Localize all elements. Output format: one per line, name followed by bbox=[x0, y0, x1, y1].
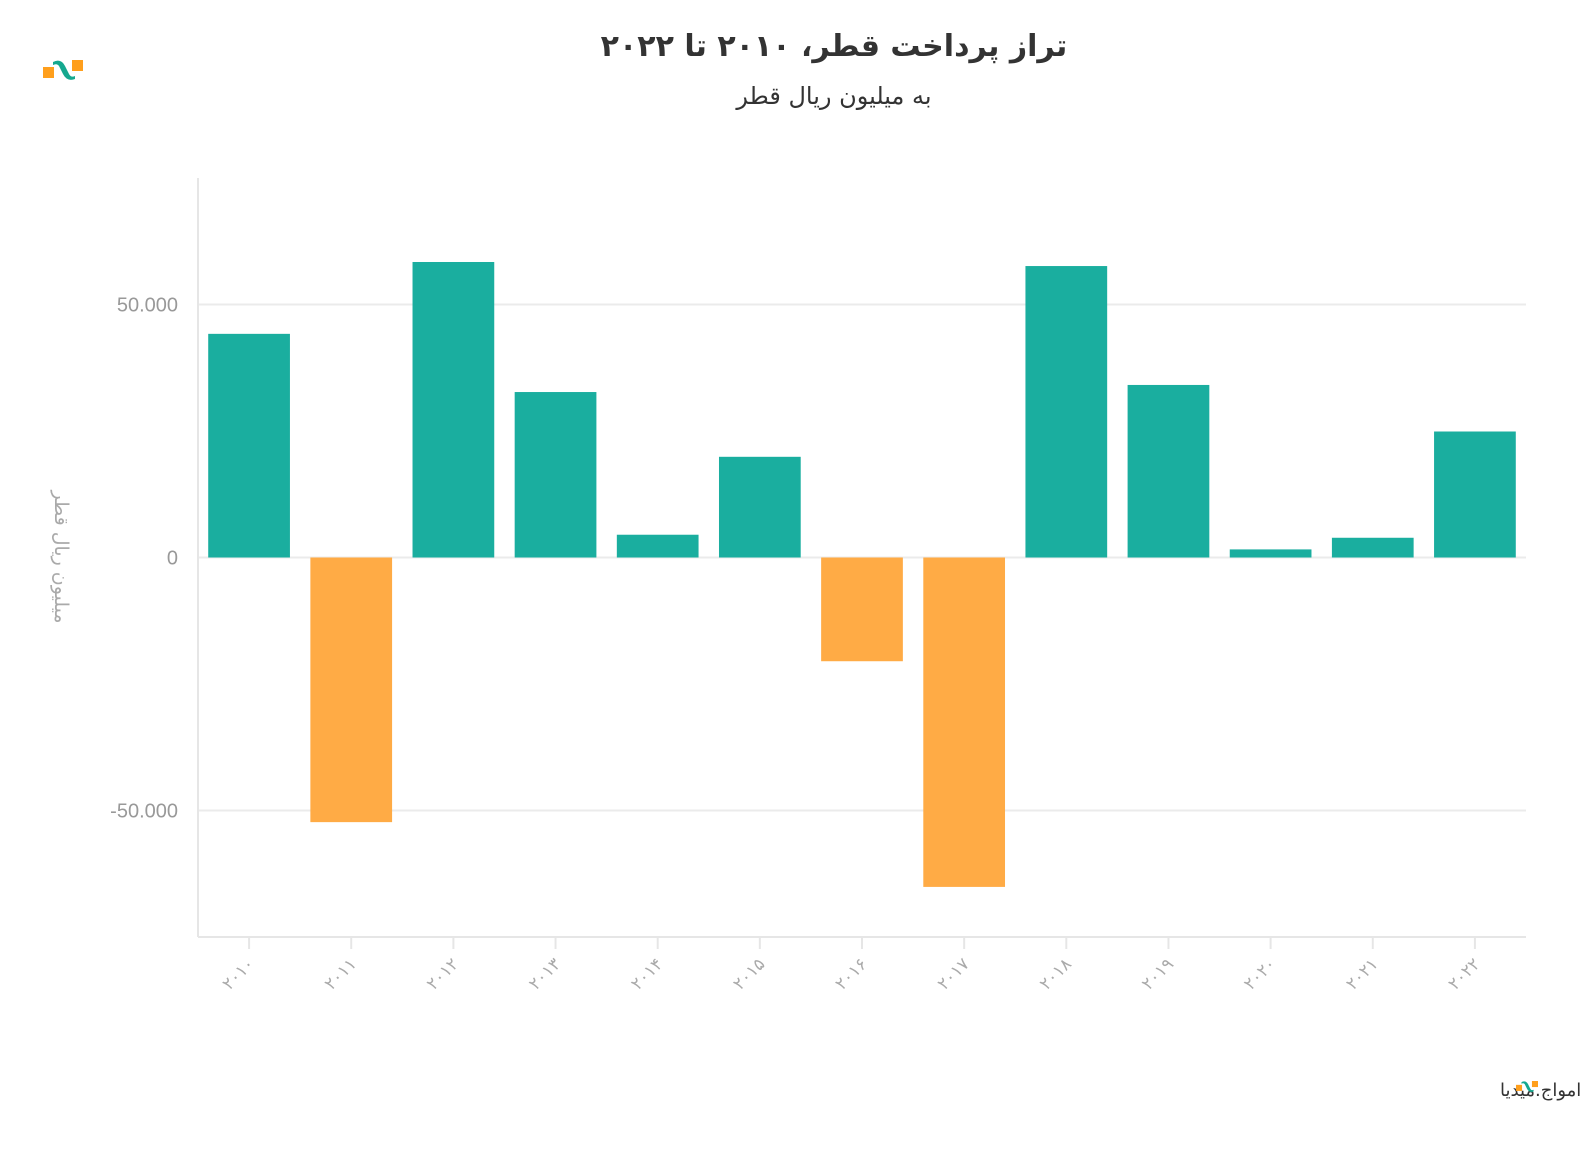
bar bbox=[821, 557, 903, 662]
x-tick-label: ۲۰۱۸ bbox=[1036, 954, 1076, 994]
x-tick-label: ۲۰۱۶ bbox=[832, 954, 872, 994]
x-tick-label: ۲۰۱۴ bbox=[627, 954, 667, 994]
bar bbox=[923, 557, 1006, 887]
bar bbox=[412, 261, 495, 558]
source-text: منبع: بانک مرکزی قطر • تولیدشده توسط امو… bbox=[1500, 1080, 1588, 1101]
bar bbox=[616, 534, 699, 558]
bar bbox=[514, 392, 597, 558]
x-tick-label: ۲۰۱۰ bbox=[219, 954, 259, 994]
x-tick-label: ۲۰۱۳ bbox=[525, 954, 565, 994]
bar bbox=[1229, 549, 1312, 558]
y-axis-label: میلیون ریال قطر bbox=[50, 490, 72, 624]
y-tick-label: 0 bbox=[167, 548, 178, 570]
bar bbox=[208, 333, 290, 558]
logo-footer bbox=[1516, 1081, 1538, 1092]
x-tick-label: ۲۰۱۲ bbox=[423, 954, 463, 994]
bar bbox=[1331, 537, 1414, 558]
bar bbox=[1434, 431, 1516, 558]
y-tick-label: 50.000 bbox=[117, 295, 178, 317]
x-tick-label: ۲۰۱۱ bbox=[321, 954, 361, 994]
chart-subtitle: به میلیون ریال قطر bbox=[735, 82, 931, 110]
logo-top bbox=[43, 60, 83, 80]
x-tick-label: ۲۰۲۰ bbox=[1240, 954, 1280, 994]
chart-title: تراز پرداخت قطر، ۲۰۱۰ تا ۲۰۲۲ bbox=[601, 29, 1068, 64]
x-tick-label: ۲۰۲۲ bbox=[1444, 954, 1484, 994]
x-tick-label: ۲۰۱۹ bbox=[1138, 954, 1178, 994]
bar bbox=[1127, 384, 1210, 558]
x-tick-label: ۲۰۲۱ bbox=[1342, 954, 1382, 994]
bar bbox=[718, 456, 801, 558]
bar bbox=[310, 557, 393, 823]
x-tick-label: ۲۰۱۵ bbox=[729, 954, 769, 994]
bar bbox=[1025, 266, 1108, 558]
x-tick-label: ۲۰۱۷ bbox=[934, 954, 974, 994]
y-tick-label: -50.000 bbox=[110, 801, 178, 823]
